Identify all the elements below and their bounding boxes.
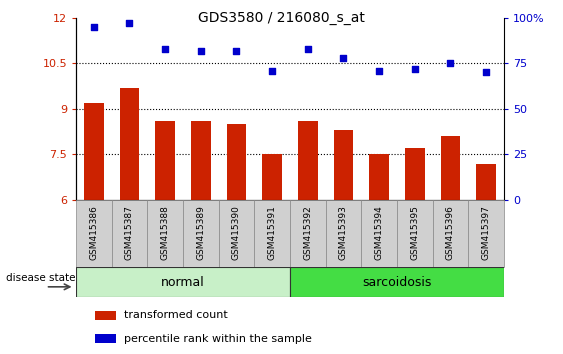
Point: [196, 48, 205, 53]
Bar: [262, 154, 282, 200]
Text: GSM415397: GSM415397: [481, 205, 490, 260]
FancyBboxPatch shape: [325, 200, 361, 267]
Bar: [155, 121, 175, 200]
Bar: [298, 121, 318, 200]
Text: GSM415394: GSM415394: [374, 205, 383, 260]
Bar: [84, 103, 104, 200]
FancyBboxPatch shape: [148, 200, 183, 267]
Bar: [191, 121, 211, 200]
Point: [125, 20, 134, 26]
Text: disease state: disease state: [6, 273, 75, 283]
Bar: [441, 136, 460, 200]
Bar: [95, 334, 115, 343]
FancyBboxPatch shape: [290, 200, 325, 267]
Text: GSM415395: GSM415395: [410, 205, 419, 260]
FancyBboxPatch shape: [218, 200, 254, 267]
FancyBboxPatch shape: [361, 200, 397, 267]
Bar: [476, 164, 496, 200]
Bar: [95, 311, 115, 320]
Bar: [334, 130, 353, 200]
FancyBboxPatch shape: [432, 200, 468, 267]
Point: [374, 68, 383, 73]
FancyBboxPatch shape: [254, 200, 290, 267]
Text: GSM415388: GSM415388: [160, 205, 169, 260]
Text: normal: normal: [161, 276, 205, 289]
Bar: [405, 148, 425, 200]
Text: GSM415386: GSM415386: [90, 205, 99, 260]
FancyBboxPatch shape: [183, 200, 218, 267]
Bar: [369, 154, 389, 200]
Point: [481, 69, 490, 75]
Text: GSM415391: GSM415391: [267, 205, 276, 260]
Point: [446, 61, 455, 66]
Text: GSM415390: GSM415390: [232, 205, 241, 260]
Text: percentile rank within the sample: percentile rank within the sample: [124, 333, 312, 344]
Bar: [120, 87, 139, 200]
Text: GSM415387: GSM415387: [125, 205, 134, 260]
FancyBboxPatch shape: [290, 267, 504, 297]
Point: [232, 48, 241, 53]
Bar: [227, 124, 246, 200]
Text: GSM415396: GSM415396: [446, 205, 455, 260]
Text: GDS3580 / 216080_s_at: GDS3580 / 216080_s_at: [198, 11, 365, 25]
Point: [410, 66, 419, 72]
FancyBboxPatch shape: [76, 200, 111, 267]
Point: [267, 68, 276, 73]
FancyBboxPatch shape: [468, 200, 504, 267]
FancyBboxPatch shape: [111, 200, 148, 267]
Text: GSM415392: GSM415392: [303, 205, 312, 260]
Point: [303, 46, 312, 52]
Point: [160, 46, 169, 52]
FancyBboxPatch shape: [397, 200, 432, 267]
Text: GSM415389: GSM415389: [196, 205, 205, 260]
Text: GSM415393: GSM415393: [339, 205, 348, 260]
Text: transformed count: transformed count: [124, 310, 227, 320]
Point: [90, 24, 99, 30]
Text: sarcoidosis: sarcoidosis: [362, 276, 432, 289]
Point: [339, 55, 348, 61]
FancyBboxPatch shape: [76, 267, 290, 297]
